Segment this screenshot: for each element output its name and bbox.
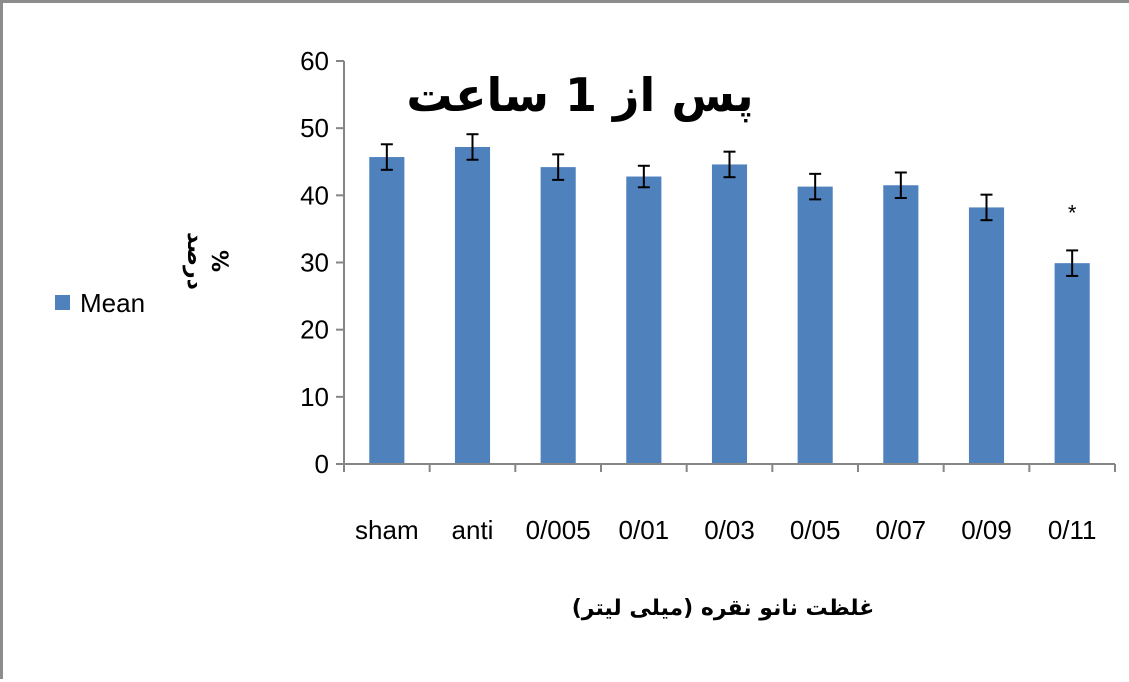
x-tick-label: 0/07	[876, 515, 927, 545]
legend-swatch	[55, 295, 70, 310]
x-tick-label: 0/05	[790, 515, 841, 545]
y-tick-label: 0	[315, 449, 329, 479]
x-tick-label: 0/03	[704, 515, 755, 545]
x-tick-label: 0/01	[619, 515, 670, 545]
y-tick-label: 20	[300, 315, 329, 345]
y-tick-label: 50	[300, 113, 329, 143]
y-tick-label: 40	[300, 180, 329, 210]
significance-marker: *	[1068, 200, 1077, 225]
x-tick-label: 0/005	[526, 515, 591, 545]
bar-0-09	[968, 207, 1005, 464]
y-tick-label: 10	[300, 382, 329, 412]
chart-title: پس از 1 ساعت	[406, 68, 753, 123]
x-tick-label: sham	[355, 515, 419, 545]
x-axis-title: غلظت نانو نقره (میلی لیتر)	[572, 596, 875, 621]
bar-0-07	[883, 185, 919, 464]
legend-label: Mean	[80, 288, 145, 318]
y-axis-title: درصد	[182, 232, 207, 290]
plot-area: 0 10 20 30 40 50 60 sham anti 0/005 0/01 0/03 0/05 0/…	[300, 46, 1116, 545]
y-tick-label: 60	[300, 46, 329, 76]
bar-0-005	[540, 167, 576, 464]
x-tick-label: 0/09	[961, 515, 1012, 545]
y-axis-unit: %	[206, 250, 231, 272]
bar-0-11	[1054, 263, 1090, 464]
bar-0-05	[797, 186, 833, 464]
x-tick-label: anti	[452, 515, 494, 545]
bar-sham	[369, 157, 405, 464]
bar-0-03	[711, 164, 748, 465]
bar-0-01	[626, 176, 662, 464]
y-tick-label: 30	[300, 248, 329, 278]
bar-anti	[454, 146, 491, 464]
x-tick-label: 0/11	[1048, 515, 1097, 545]
